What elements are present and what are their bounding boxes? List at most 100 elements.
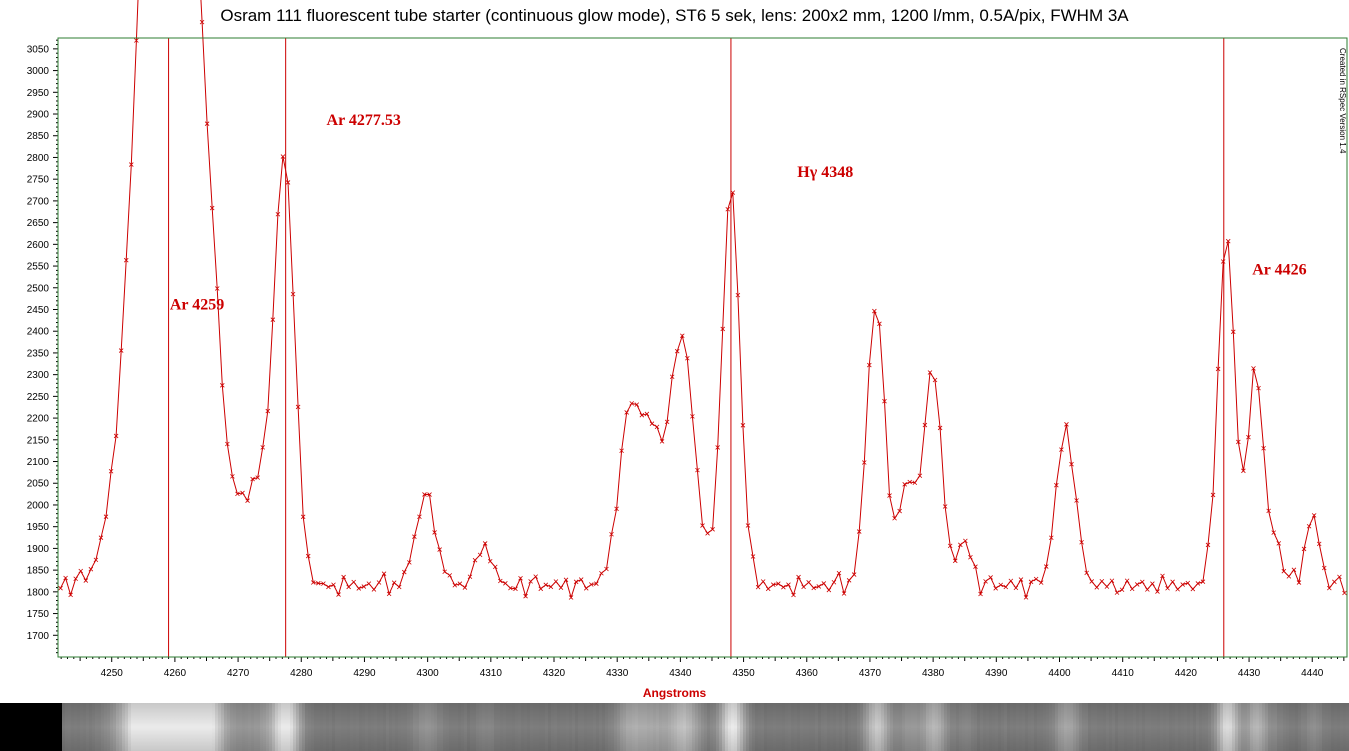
data-point	[437, 547, 442, 552]
data-point	[78, 568, 84, 574]
data-point	[1236, 439, 1241, 445]
data-point	[1316, 541, 1322, 547]
data-point	[760, 579, 766, 584]
data-point	[912, 480, 918, 486]
data-point	[1043, 564, 1049, 569]
data-point	[129, 162, 134, 167]
data-point	[1028, 579, 1034, 585]
data-point	[1180, 582, 1186, 587]
data-point	[290, 291, 296, 297]
y-tick-label-1750: 1750	[27, 609, 50, 620]
spectrum-chart: 4250 4260 4270 4280 4290 4300 4310 4320 4330 4340…	[27, 0, 1348, 679]
data-point	[1109, 578, 1115, 584]
data-point	[1296, 580, 1302, 585]
data-point	[1008, 578, 1014, 584]
data-point	[310, 580, 316, 585]
data-point	[932, 377, 938, 383]
data-point	[604, 566, 609, 572]
data-point	[1321, 565, 1327, 571]
data-point	[902, 482, 907, 487]
data-point	[113, 433, 119, 439]
data-point	[963, 538, 968, 544]
data-point	[685, 355, 690, 361]
y-tick-label-2150: 2150	[27, 435, 50, 446]
data-point	[1342, 590, 1347, 596]
data-point	[1185, 580, 1191, 586]
y-tick-label-2500: 2500	[27, 283, 50, 294]
data-point	[599, 570, 604, 576]
data-point	[770, 582, 776, 587]
data-point	[265, 408, 271, 414]
data-point	[781, 584, 786, 590]
data-point	[700, 523, 705, 528]
y-tick-label-2550: 2550	[27, 262, 50, 273]
data-point	[538, 586, 544, 592]
data-point	[705, 531, 710, 536]
data-point	[583, 586, 589, 591]
data-point	[270, 317, 276, 322]
data-point	[867, 362, 872, 368]
data-point	[346, 584, 351, 590]
data-point	[659, 439, 665, 444]
data-point	[1038, 580, 1044, 585]
data-point	[457, 581, 463, 586]
data-point	[462, 585, 468, 590]
data-point	[563, 577, 569, 583]
data-point	[740, 423, 746, 428]
data-point	[513, 586, 518, 592]
data-point	[968, 554, 973, 560]
data-point	[386, 591, 392, 597]
data-point	[1165, 585, 1170, 591]
data-point	[983, 579, 988, 584]
y-tick-label-2700: 2700	[27, 196, 50, 207]
data-point	[391, 580, 397, 585]
data-point	[407, 560, 412, 565]
data-point	[952, 558, 958, 564]
data-point	[452, 582, 458, 588]
axes: 4250 4260 4270 4280 4290 4300 4310 4320 4330 4340…	[27, 39, 1345, 679]
x-tick-label-4380: 4380	[922, 668, 945, 679]
data-point	[1230, 329, 1236, 335]
data-point	[508, 585, 513, 591]
spectrum-series	[60, 0, 1345, 600]
data-point	[629, 401, 635, 406]
data-point	[826, 587, 832, 593]
data-point	[498, 578, 503, 584]
data-point	[447, 573, 453, 578]
data-point	[1195, 581, 1201, 586]
data-point	[1059, 447, 1064, 452]
data-point	[755, 584, 761, 590]
data-point	[103, 514, 109, 519]
data-point	[882, 398, 887, 404]
data-point	[528, 579, 533, 584]
data-point	[381, 571, 387, 576]
data-point	[518, 575, 523, 581]
data-point	[68, 592, 73, 598]
data-point	[240, 490, 245, 496]
data-point	[644, 411, 650, 417]
x-tick-label-4330: 4330	[606, 668, 629, 679]
data-point	[1205, 542, 1211, 548]
data-point	[1129, 586, 1135, 592]
data-point	[108, 468, 114, 474]
data-point	[730, 190, 736, 195]
data-point	[376, 580, 382, 585]
data-point	[674, 348, 680, 354]
x-tick-label-4430: 4430	[1238, 668, 1261, 679]
credit-text: Created in RSpec Version 1.4	[1338, 48, 1347, 154]
y-tick-label-2800: 2800	[27, 153, 50, 164]
data-point	[285, 180, 291, 185]
data-point	[806, 580, 811, 585]
x-tick-label-4310: 4310	[480, 668, 503, 679]
data-point	[624, 410, 629, 415]
data-point	[589, 582, 594, 587]
data-point	[897, 508, 902, 514]
x-tick-label-4410: 4410	[1112, 668, 1135, 679]
data-point	[1225, 238, 1231, 244]
data-point	[1256, 385, 1261, 391]
data-point	[533, 574, 538, 579]
data-point	[973, 564, 978, 569]
data-point	[710, 527, 715, 532]
data-point	[1074, 498, 1079, 503]
data-point	[58, 585, 63, 591]
